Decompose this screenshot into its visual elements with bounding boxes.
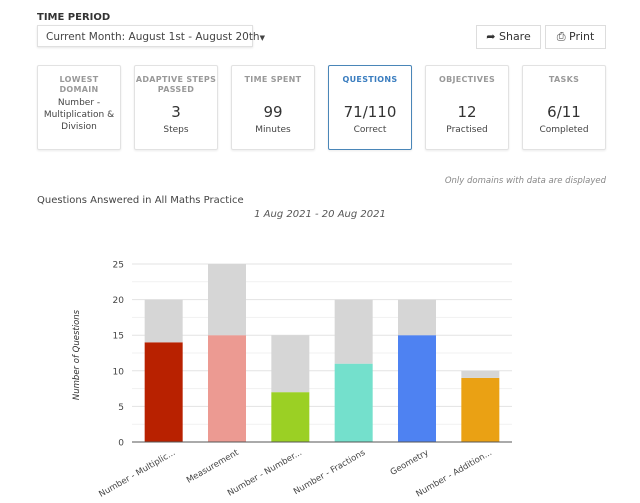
card-objectives[interactable]: OBJECTIVES 12 Practised xyxy=(425,65,509,150)
card-unit: Correct xyxy=(353,125,387,135)
share-label: Share xyxy=(498,30,531,43)
card-unit: Minutes xyxy=(255,125,291,135)
time-period-label: TIME PERIOD xyxy=(37,12,111,23)
print-label: Print xyxy=(569,30,595,43)
card-value: 71/110 xyxy=(343,103,397,121)
y-tick-label: 0 xyxy=(118,439,124,449)
bar-remaining xyxy=(398,299,436,336)
x-tick-label: Measurement xyxy=(185,448,241,486)
card-title: QUESTIONS xyxy=(342,75,398,84)
y-tick-label: 10 xyxy=(113,367,125,377)
card-title: TIME SPENT xyxy=(244,75,302,84)
y-tick-label: 5 xyxy=(118,403,124,413)
bar-correct xyxy=(334,363,373,442)
x-tick-label: Geometry xyxy=(389,448,431,478)
bar-correct xyxy=(461,377,500,442)
bar-correct xyxy=(144,342,183,442)
card-value: 99 xyxy=(263,103,283,121)
chart-title: Questions Answered in All Maths Practice xyxy=(37,195,244,206)
x-tick-label: Number - Multiplic... xyxy=(97,448,177,500)
bar-remaining xyxy=(334,299,373,364)
bar-correct xyxy=(398,335,436,442)
bar-remaining xyxy=(208,264,246,336)
card-time-spent[interactable]: TIME SPENT 99 Minutes xyxy=(231,65,315,150)
card-value: 6/11 xyxy=(547,103,581,121)
domains-note: Only domains with data are displayed xyxy=(444,176,606,186)
card-title: LOWEST DOMAIN xyxy=(59,75,99,94)
card-adaptive-steps[interactable]: ADAPTIVE STEPS PASSED 3 Steps xyxy=(134,65,218,150)
card-title: OBJECTIVES xyxy=(438,75,496,84)
y-tick-label: 25 xyxy=(113,261,124,271)
bar-remaining xyxy=(461,370,500,378)
share-icon: ➦ xyxy=(486,30,496,43)
caret-down-icon: ▼ xyxy=(259,34,265,42)
y-tick-label: 15 xyxy=(113,332,124,342)
card-title: ADAPTIVE STEPS PASSED xyxy=(135,75,217,94)
print-button[interactable]: ⎙ Print xyxy=(545,25,606,49)
bar-remaining xyxy=(271,335,310,393)
card-value: 12 xyxy=(457,103,477,121)
time-period-value: Current Month: August 1st - August 20th xyxy=(46,31,260,43)
printer-icon: ⎙ xyxy=(556,30,566,43)
bar-correct xyxy=(271,392,310,442)
share-button[interactable]: ➦ Share xyxy=(476,25,541,49)
y-axis-label: Number of Questions xyxy=(72,309,82,400)
x-tick-label: Number - Fractions xyxy=(292,448,368,497)
time-period-dropdown[interactable]: Current Month: August 1st - August 20th▼ xyxy=(37,25,265,47)
card-unit: Steps xyxy=(163,125,189,135)
bar-correct xyxy=(208,335,246,442)
card-title: TASKS xyxy=(548,75,580,84)
card-questions[interactable]: QUESTIONS 71/110 Correct xyxy=(328,65,412,150)
card-lowest-domain[interactable]: LOWEST DOMAIN Number - Multiplication & … xyxy=(37,65,121,150)
card-unit: Practised xyxy=(446,125,488,135)
card-unit: Completed xyxy=(539,125,589,135)
card-value: 3 xyxy=(171,103,181,121)
y-tick-label: 20 xyxy=(113,296,125,306)
chart-subtitle: 1 Aug 2021 - 20 Aug 2021 xyxy=(254,209,386,220)
card-detail: Number - Multiplication & Division xyxy=(43,98,115,132)
card-tasks[interactable]: TASKS 6/11 Completed xyxy=(522,65,606,150)
bar-remaining xyxy=(144,299,183,343)
